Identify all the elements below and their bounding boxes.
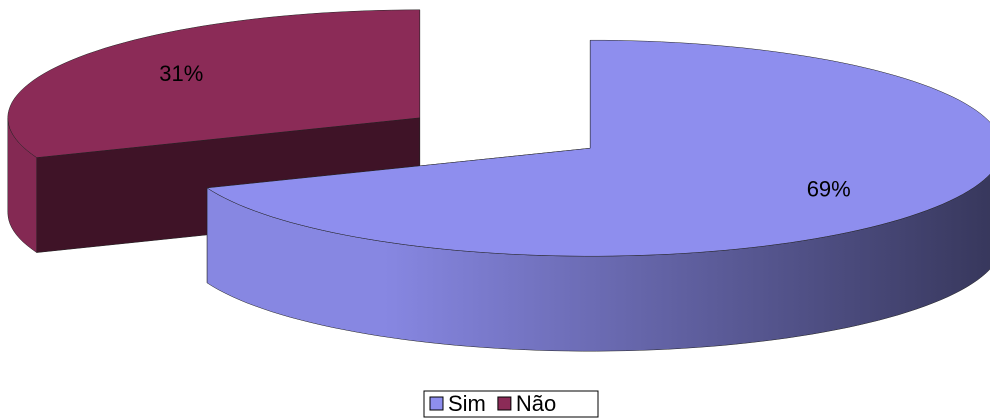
legend-label: Sim	[448, 391, 486, 416]
pie-slice	[7, 9, 421, 254]
legend-label: Não	[516, 391, 556, 416]
value-labels: 69% 31%	[159, 61, 850, 201]
data-label: 69%	[807, 176, 851, 201]
data-label: 31%	[159, 61, 203, 86]
pie	[7, 9, 990, 352]
slice-top	[7, 9, 421, 158]
slice-top	[206, 39, 990, 257]
legend: Sim Não	[429, 391, 556, 416]
legend-swatch	[429, 396, 444, 411]
pie-slice	[206, 39, 990, 352]
legend-swatch	[497, 396, 512, 411]
